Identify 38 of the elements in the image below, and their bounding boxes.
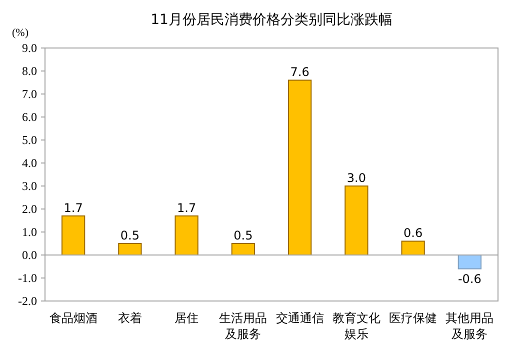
y-tick-label: 4.0 (22, 156, 37, 170)
x-tick-label: 其他用品及服务 (446, 311, 494, 341)
y-tick-label: 8.0 (22, 64, 37, 78)
x-tick-label: 居住 (174, 311, 199, 325)
data-label: 0.5 (120, 228, 140, 242)
y-tick-label: 9.0 (22, 41, 37, 55)
chart-title: 11月份居民消费价格分类别同比涨跌幅 (150, 12, 392, 28)
bar (231, 243, 256, 256)
x-tick-label: 生活用品及服务 (219, 311, 268, 341)
x-tick-label: 交通通信 (276, 311, 324, 325)
x-tick-label: 衣着 (118, 311, 142, 325)
bar (61, 215, 86, 256)
data-label: 1.7 (64, 200, 83, 215)
x-tick-label: 食品烟酒 (49, 311, 98, 325)
y-tick-label: 0.0 (22, 248, 37, 262)
bar (458, 254, 482, 270)
x-tick-label: 教育文化娱乐 (332, 311, 380, 341)
y-tick-label: -1.0 (18, 271, 37, 285)
data-label: 0.6 (404, 226, 423, 240)
bar (288, 80, 312, 256)
x-tick-label: 医疗保健 (389, 311, 438, 325)
y-tick-label: 7.0 (22, 87, 37, 101)
data-label: 0.5 (234, 228, 253, 242)
bar (344, 186, 368, 256)
y-axis-title: (%) (12, 27, 29, 39)
y-tick-label: 3.0 (22, 179, 37, 193)
data-label: 3.0 (346, 171, 366, 185)
y-tick-label: 1.0 (22, 225, 37, 239)
data-label: 1.7 (177, 200, 196, 215)
y-tick-label: 6.0 (22, 110, 37, 124)
bar (118, 243, 142, 256)
data-label: 7.6 (290, 65, 310, 80)
y-tick-label: 5.0 (22, 133, 37, 147)
data-label: -0.6 (458, 272, 482, 286)
bar (401, 240, 425, 256)
bar (174, 215, 198, 256)
y-tick-label: -2.0 (18, 294, 37, 308)
y-tick-label: 2.0 (22, 202, 37, 216)
